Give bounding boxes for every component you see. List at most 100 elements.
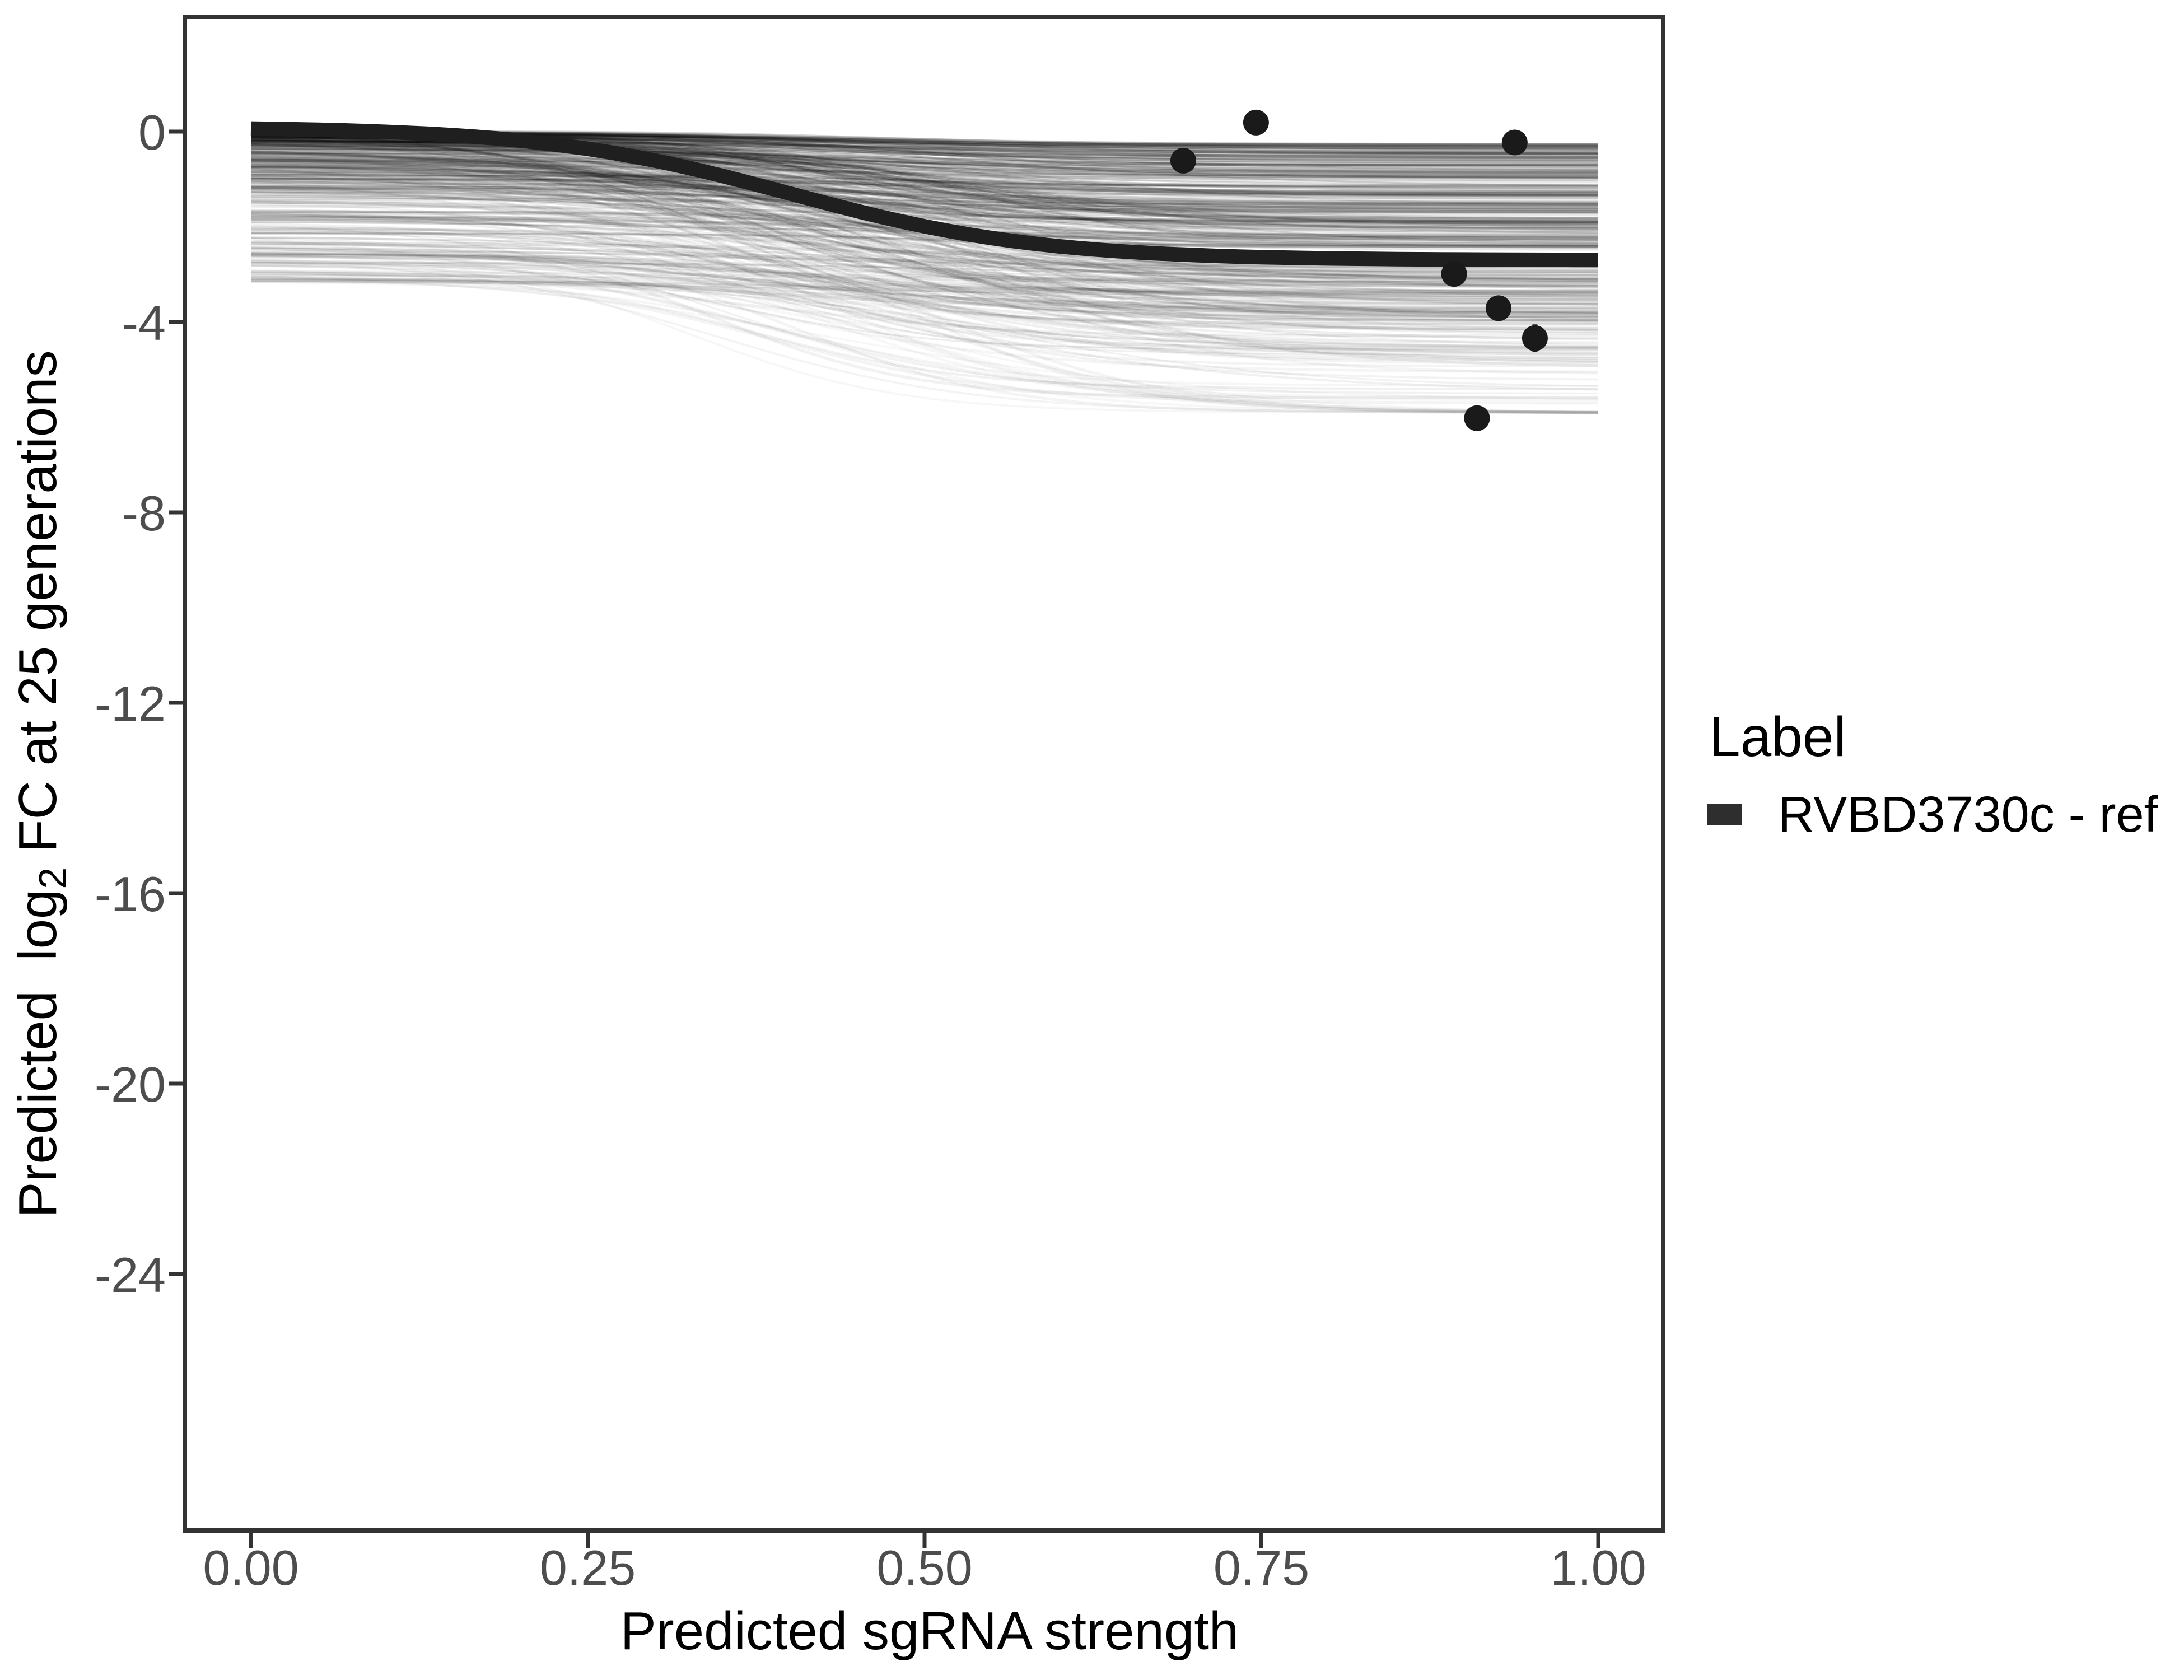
posterior-curve	[250, 226, 1599, 284]
posterior-curve	[250, 186, 1599, 314]
posterior-curve	[250, 212, 1598, 300]
posterior-curve	[250, 164, 1599, 273]
posterior-curve	[250, 161, 1598, 209]
posterior-curve	[250, 132, 1599, 279]
posterior-curve	[250, 228, 1599, 273]
data-point	[1441, 261, 1467, 287]
posterior-curve	[250, 181, 1598, 197]
posterior-curve	[250, 156, 1599, 175]
posterior-curve	[250, 142, 1599, 334]
posterior-curve	[250, 133, 1598, 318]
posterior-curve	[250, 212, 1599, 349]
posterior-curve	[250, 142, 1598, 174]
posterior-curve	[251, 164, 1598, 180]
y-axis-tick-label: 0	[138, 105, 166, 160]
x-axis: 0.00 0.25 0.50 0.75 1.00	[203, 1533, 1646, 1595]
data-point	[1522, 325, 1548, 351]
posterior-curve	[250, 170, 1599, 207]
posterior-curve	[251, 161, 1599, 181]
posterior-curve	[250, 191, 1599, 225]
posterior-curve	[250, 167, 1598, 304]
posterior-curve	[250, 185, 1598, 223]
posterior-curve	[250, 208, 1599, 363]
posterior-curve	[250, 141, 1599, 231]
posterior-curve	[250, 176, 1599, 314]
posterior-curve	[250, 151, 1598, 167]
posterior-curve	[250, 143, 1599, 347]
posterior-curve	[250, 190, 1598, 280]
posterior-curve	[250, 251, 1599, 319]
posterior-curve	[250, 172, 1598, 274]
y-axis-title-subscript: 2	[31, 867, 74, 889]
posterior-curve	[250, 248, 1598, 414]
posterior-curve	[250, 158, 1598, 178]
posterior-curve	[250, 262, 1598, 351]
posterior-curve	[250, 133, 1598, 318]
y-axis-tick-label: -24	[95, 1247, 166, 1303]
data-point	[1485, 295, 1511, 321]
posterior-curve	[250, 155, 1599, 339]
posterior-curve	[250, 174, 1598, 321]
posterior-curve	[250, 200, 1598, 330]
y-axis-title-pre: Predicted log	[8, 889, 68, 1218]
posterior-curve	[250, 178, 1599, 208]
posterior-curve	[250, 186, 1599, 272]
posterior-curve	[250, 174, 1598, 196]
posterior-curve	[251, 262, 1598, 277]
posterior-curve	[250, 174, 1599, 245]
posterior-curve	[250, 232, 1598, 356]
posterior-curve	[250, 146, 1599, 281]
x-axis-title: Predicted sgRNA strength	[620, 1601, 1239, 1661]
posterior-curve	[250, 138, 1599, 212]
posterior-curve	[251, 211, 1598, 226]
posterior-curve	[251, 152, 1599, 171]
posterior-curve	[250, 279, 1599, 306]
legend-entry-label: RVBD3730c - ref	[1778, 787, 2159, 843]
plot-panel-border	[183, 15, 1665, 1533]
posterior-curve	[250, 153, 1598, 314]
posterior-curve	[250, 220, 1599, 297]
posterior-curve	[250, 151, 1599, 234]
posterior-curve	[250, 178, 1599, 193]
data-point	[1243, 109, 1269, 136]
posterior-curve	[250, 151, 1599, 226]
posterior-curve	[251, 174, 1598, 193]
posterior-curve	[250, 145, 1599, 210]
data-points-layer	[1170, 109, 1548, 431]
posterior-curve	[250, 244, 1599, 283]
posterior-curve	[250, 132, 1599, 310]
posterior-curve	[250, 260, 1599, 308]
legend-title: Label	[1709, 706, 1846, 768]
posterior-curve	[250, 135, 1599, 241]
y-axis-tick-label: -4	[122, 295, 166, 351]
y-axis-title-post: FC at 25 generations	[8, 350, 68, 867]
posterior-curve	[250, 153, 1599, 225]
posterior-curve	[250, 222, 1599, 348]
posterior-curve	[250, 160, 1599, 247]
posterior-curve	[250, 277, 1599, 309]
posterior-curve	[251, 232, 1598, 249]
posterior-curve	[250, 227, 1598, 293]
posterior-curve	[250, 176, 1599, 228]
posterior-curve	[251, 148, 1598, 167]
posterior-curve	[250, 158, 1599, 228]
posterior-curve	[250, 183, 1599, 230]
posterior-curve	[250, 280, 1599, 358]
posterior-curve	[250, 169, 1599, 192]
data-point	[1501, 129, 1528, 156]
posterior-curve	[251, 185, 1599, 239]
posterior-curve	[250, 154, 1598, 204]
posterior-curve	[251, 178, 1599, 200]
posterior-curve	[250, 143, 1599, 220]
posterior-curve	[250, 164, 1598, 217]
posterior-curve	[250, 277, 1599, 405]
posterior-curve	[250, 214, 1599, 248]
posterior-curve	[250, 166, 1599, 367]
posterior-curve	[250, 152, 1599, 241]
posterior-curve	[250, 176, 1598, 277]
posterior-curve	[250, 246, 1598, 269]
posterior-curve	[251, 143, 1598, 209]
posterior-curve	[250, 148, 1599, 295]
posterior-curve	[250, 166, 1598, 211]
posterior-curve	[250, 170, 1599, 207]
